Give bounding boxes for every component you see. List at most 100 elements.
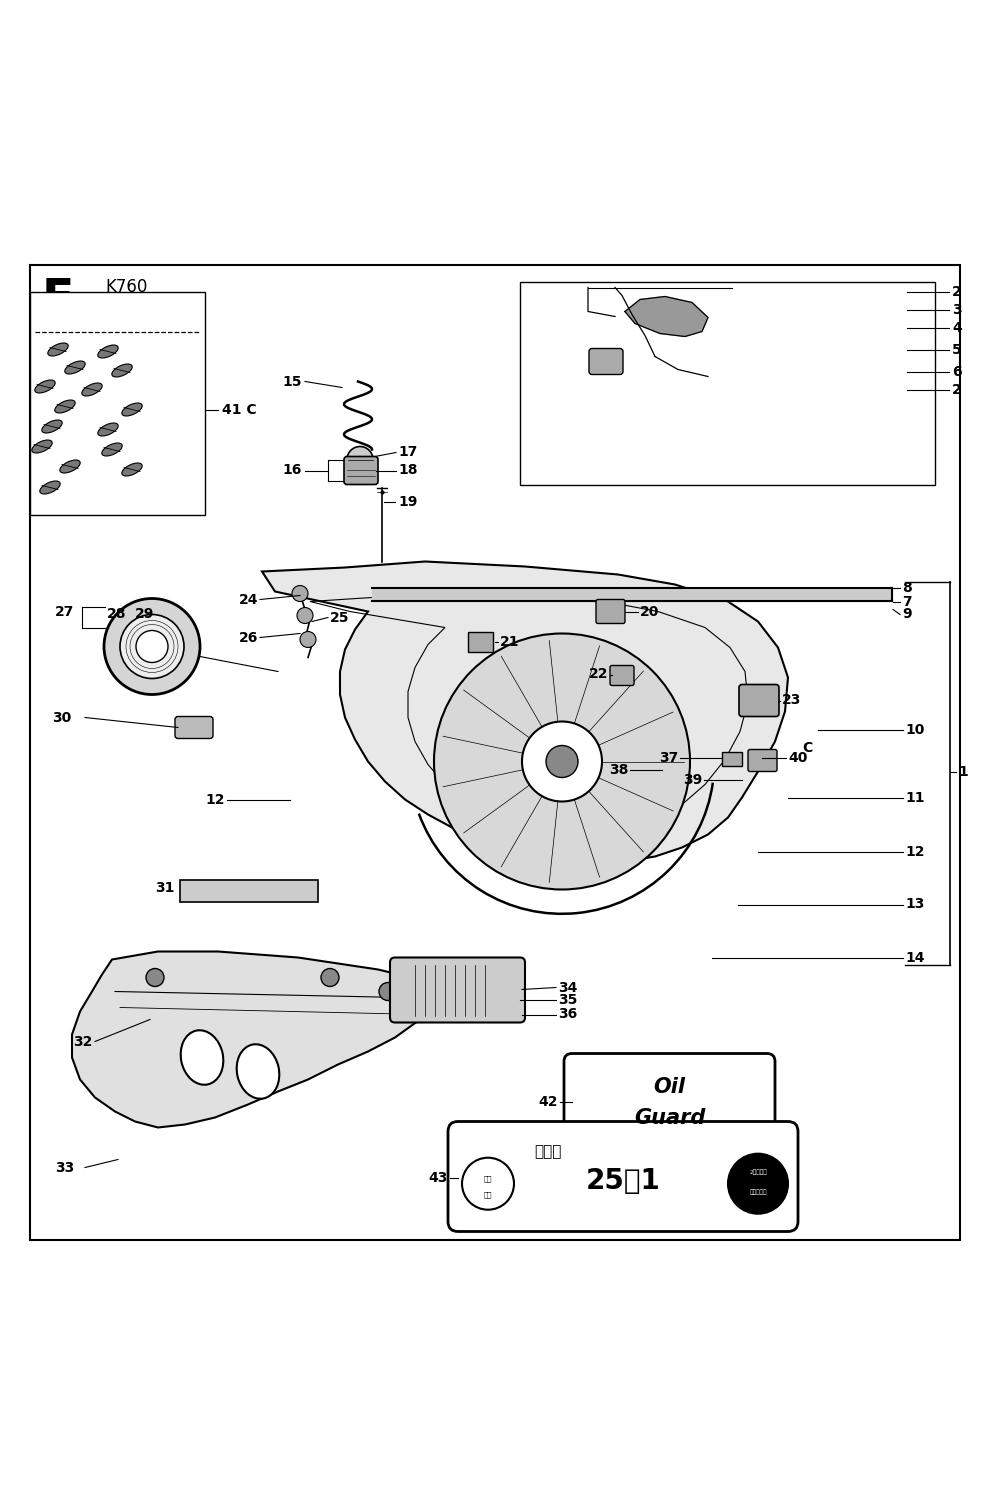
Circle shape [120, 615, 184, 679]
Text: 5: 5 [952, 342, 962, 357]
Text: 29: 29 [135, 607, 154, 621]
Circle shape [146, 968, 164, 986]
Text: 32: 32 [73, 1034, 92, 1048]
Bar [722, 751, 742, 766]
Text: K760: K760 [105, 277, 147, 295]
Text: C: C [802, 741, 812, 754]
Text: 27: 27 [55, 604, 74, 619]
Text: 12: 12 [905, 844, 924, 859]
Text: 25: 25 [330, 610, 350, 625]
FancyBboxPatch shape [175, 717, 213, 739]
FancyBboxPatch shape [739, 685, 779, 717]
FancyBboxPatch shape [390, 958, 525, 1022]
Ellipse shape [48, 343, 68, 355]
Bar [520, 282, 935, 484]
Text: 8: 8 [902, 580, 912, 595]
Circle shape [300, 631, 316, 648]
Text: 14: 14 [905, 950, 924, 964]
Text: 37: 37 [659, 751, 678, 764]
Text: 15: 15 [283, 375, 302, 388]
Text: 10: 10 [905, 723, 924, 736]
Ellipse shape [42, 420, 62, 433]
Polygon shape [72, 952, 435, 1127]
FancyBboxPatch shape [589, 348, 623, 375]
Text: 28: 28 [107, 607, 126, 621]
Text: Guard: Guard [634, 1108, 705, 1127]
Text: 混合オイル: 混合オイル [749, 1190, 767, 1196]
Circle shape [546, 745, 578, 778]
Text: 23: 23 [782, 694, 801, 708]
Ellipse shape [55, 400, 75, 414]
Ellipse shape [98, 423, 118, 436]
Polygon shape [262, 562, 788, 863]
Circle shape [522, 721, 602, 802]
Ellipse shape [98, 345, 118, 358]
Text: 33: 33 [55, 1160, 74, 1175]
Text: 40: 40 [788, 751, 807, 764]
Ellipse shape [40, 481, 60, 495]
Text: 41 C: 41 C [222, 403, 257, 417]
Text: 26: 26 [239, 631, 258, 645]
Text: 36: 36 [558, 1007, 577, 1021]
Ellipse shape [60, 460, 80, 474]
Text: 2: 2 [952, 382, 962, 397]
Text: 17: 17 [398, 445, 417, 460]
FancyBboxPatch shape [610, 666, 634, 685]
FancyBboxPatch shape [448, 1121, 798, 1232]
Circle shape [434, 634, 690, 889]
Ellipse shape [102, 444, 122, 456]
Text: 燃料は: 燃料は [534, 1144, 562, 1159]
Ellipse shape [35, 381, 55, 393]
Text: 19: 19 [398, 495, 417, 508]
Text: 1: 1 [958, 764, 968, 778]
Text: 4: 4 [952, 321, 962, 334]
Text: 31: 31 [156, 880, 175, 895]
Circle shape [297, 607, 313, 624]
Text: ガソ: ガソ [484, 1175, 492, 1181]
Text: 34: 34 [558, 980, 577, 994]
Circle shape [347, 447, 373, 472]
FancyBboxPatch shape [344, 457, 378, 484]
Circle shape [462, 1157, 514, 1210]
Text: 3: 3 [952, 303, 962, 316]
Text: 42: 42 [538, 1094, 558, 1108]
Text: 21: 21 [500, 634, 520, 649]
Ellipse shape [237, 1045, 279, 1099]
Text: 30: 30 [52, 711, 71, 724]
Ellipse shape [82, 384, 102, 396]
Text: Oil: Oil [654, 1078, 686, 1097]
Text: リン: リン [484, 1192, 492, 1198]
Text: 11: 11 [905, 790, 924, 805]
Polygon shape [625, 297, 708, 336]
Text: 7: 7 [902, 595, 912, 609]
Text: 6: 6 [952, 364, 962, 379]
Bar [30, 291, 205, 514]
Circle shape [379, 982, 397, 1000]
FancyBboxPatch shape [748, 750, 777, 772]
Text: 2: 2 [952, 285, 962, 298]
Polygon shape [372, 588, 892, 601]
Circle shape [136, 631, 168, 663]
Text: 25：1: 25：1 [586, 1168, 660, 1195]
Text: 16: 16 [283, 463, 302, 478]
Text: 22: 22 [588, 667, 608, 682]
Text: 24: 24 [239, 592, 258, 607]
Text: 39: 39 [683, 772, 702, 787]
Text: 20: 20 [640, 604, 659, 619]
Text: 35: 35 [558, 992, 577, 1006]
Circle shape [292, 586, 308, 601]
Bar [180, 880, 318, 901]
Ellipse shape [122, 403, 142, 417]
Text: 2サイクル: 2サイクル [749, 1169, 767, 1175]
FancyBboxPatch shape [596, 600, 625, 624]
Text: 43: 43 [429, 1171, 448, 1184]
Ellipse shape [32, 441, 52, 453]
Text: 18: 18 [398, 463, 418, 478]
Ellipse shape [122, 463, 142, 477]
Circle shape [104, 598, 200, 694]
Text: 38: 38 [609, 763, 628, 776]
Text: F: F [42, 277, 74, 322]
Circle shape [728, 1154, 788, 1214]
Text: 9: 9 [902, 607, 912, 622]
Text: 13: 13 [905, 898, 924, 911]
